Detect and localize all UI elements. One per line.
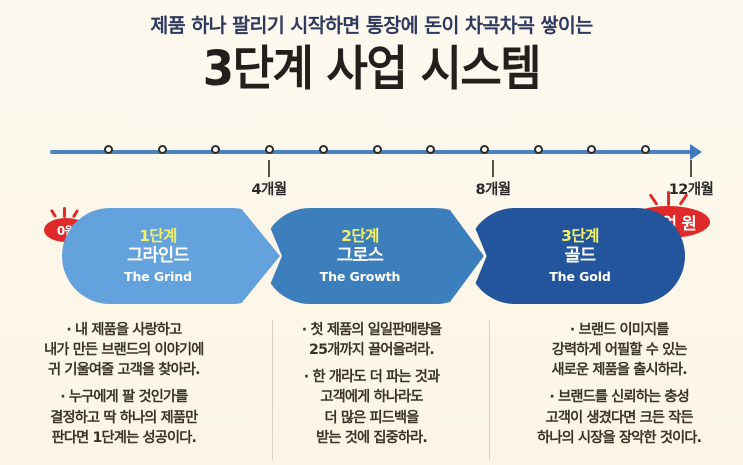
bullet-line: 하나의 시장을 장악한 것이다. xyxy=(537,429,702,446)
tick-label-12months: 12개월 xyxy=(668,182,714,198)
description-column-3: · 브랜드 이미지를 강력하게 어필할 수 있는 새로운 제품을 출시하라. · 브랜… xyxy=(495,316,743,465)
header: 제품 하나 팔리기 시작하면 통장에 돈이 차곡차곡 쌓이는 3단계 사업 시스… xyxy=(0,14,743,94)
stage-1-content: 1단계 그라인드 The Grind xyxy=(124,227,192,285)
timeline-tick-dot xyxy=(318,145,328,154)
bullet-line: 더 많은 피드백을 xyxy=(324,409,419,426)
timeline-tick-dot xyxy=(157,145,167,154)
timeline-tick-dot xyxy=(104,145,113,154)
description-column-2: · 첫 제품의 일일판매량을 25개까지 끌어올려라. · 한 개라도 더 파는 것… xyxy=(248,316,496,465)
bullet-line: 결정하고 딱 하나의 제품만 xyxy=(50,409,198,426)
stage-3-content: 3단계 골드 The Gold xyxy=(549,227,611,285)
tick-stem-8 xyxy=(492,160,494,177)
column-divider-2 xyxy=(489,320,490,460)
tick-stem-12 xyxy=(690,160,692,177)
stage-2-name-ko: 그로스 xyxy=(336,246,384,267)
bullet-line: 강력하게 어필할 수 있는 xyxy=(551,342,688,359)
bullet-line: 판다면 1단계는 성공이다. xyxy=(51,429,197,446)
page-title: 3단계 사업 시스템 xyxy=(202,40,542,97)
timeline-arrow-icon xyxy=(690,144,702,160)
stage-2-number: 2단계 xyxy=(341,227,379,246)
bullet-line: · 한 개라도 더 파는 것과 xyxy=(303,369,440,386)
tick-label-8months: 8개월 xyxy=(475,182,512,198)
bullet-line: 내가 만든 브랜드의 이야기에 xyxy=(44,342,204,359)
timeline-tick-dot xyxy=(211,145,221,154)
subtitle: 제품 하나 팔리기 시작하면 통장에 돈이 차곡차곡 쌓이는 xyxy=(150,14,593,37)
bullet-line: · 브랜드를 신뢰하는 충성 xyxy=(549,389,689,406)
timeline-tick-dot xyxy=(587,145,597,154)
stage-3-name-en: The Gold xyxy=(549,269,611,285)
stage-1[interactable]: 1단계 그라인드 The Grind xyxy=(62,208,280,304)
stage-2-content: 2단계 그로스 The Growth xyxy=(320,227,401,285)
stage-2[interactable]: 2단계 그로스 The Growth xyxy=(262,208,484,304)
tick-label-4months: 4개월 xyxy=(251,182,288,198)
stage-1-name-ko: 그라인드 xyxy=(126,246,190,267)
stage-3-name-ko: 골드 xyxy=(564,246,596,267)
timeline-tick-dot xyxy=(426,145,436,154)
bullet-line: · 누구에게 팔 것인가를 xyxy=(60,389,188,406)
timeline-tick-dot xyxy=(641,145,650,154)
bullet-line: 고객에게 하나라도 xyxy=(320,389,423,406)
stage-1-name-en: The Grind xyxy=(124,269,192,285)
timeline-tick-dot xyxy=(372,145,382,154)
stage-3[interactable]: 3단계 골드 The Gold xyxy=(467,208,685,304)
bullet-line: 고객이 생겼다면 크든 작든 xyxy=(545,409,694,426)
bullet-line: 25개까지 끌어올려라. xyxy=(309,342,435,359)
tick-stem-4 xyxy=(268,160,270,177)
bullet-line: · 브랜드 이미지를 xyxy=(569,322,669,338)
column-divider-1 xyxy=(272,320,273,460)
stage-1-number: 1단계 xyxy=(139,227,177,246)
timeline-tick-dot xyxy=(479,145,489,154)
bullet-line: 받는 것에 집중하라. xyxy=(316,429,428,446)
timeline-axis xyxy=(50,150,695,154)
end-badge-rays-icon xyxy=(648,186,692,206)
bullet-line: · 첫 제품의 일일판매량을 xyxy=(301,322,442,338)
bullet-item: · 첫 제품의 일일판매량을 25개까지 끌어올려라. xyxy=(256,320,488,360)
stage-3-number: 3단계 xyxy=(561,227,599,246)
bullet-line: 새로운 제품을 출시하라. xyxy=(551,362,687,379)
stage-2-name-en: The Growth xyxy=(319,269,401,285)
start-badge-rays-icon xyxy=(46,204,84,219)
bullet-line: · 내 제품을 사랑하고 xyxy=(66,322,182,338)
timeline-tick-dot xyxy=(533,145,543,154)
timeline-tick-dot xyxy=(265,145,275,154)
timeline: 4개월 8개월 12개월 0원 10억 원 xyxy=(0,100,743,242)
bullet-line: 귀 기울여줄 고객을 찾아라. xyxy=(47,362,201,379)
stage-chevrons: 1단계 그라인드 The Grind 2단계 그로스 The Growth 3단… xyxy=(0,208,743,308)
